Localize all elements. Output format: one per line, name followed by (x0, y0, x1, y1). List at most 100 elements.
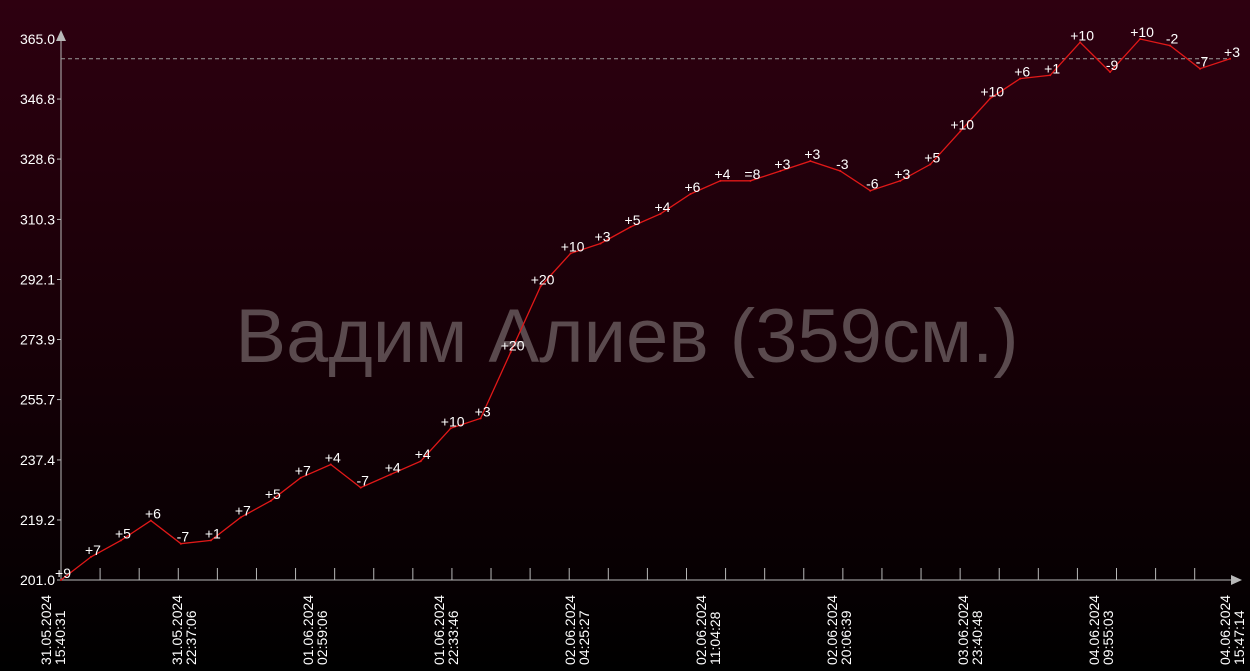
data-label: +3 (595, 229, 611, 245)
plot-area (60, 38, 1231, 581)
x-tick-time: 15:40:31 (52, 610, 68, 665)
data-point (419, 460, 422, 463)
data-label: +4 (655, 199, 671, 215)
data-label: +6 (1014, 64, 1030, 80)
data-point (839, 169, 842, 172)
data-label: +1 (205, 525, 221, 541)
data-label: +4 (385, 459, 401, 475)
data-point (269, 499, 272, 502)
data-point (689, 193, 692, 196)
x-axis-arrow (1231, 575, 1242, 585)
data-point (869, 189, 872, 192)
data-point (119, 539, 122, 542)
data-label: +10 (1130, 24, 1154, 40)
data-label: +1 (1044, 60, 1060, 76)
data-label: +4 (714, 166, 730, 182)
y-axis-arrow (56, 30, 66, 41)
x-tick-date: 01.06.2024 (431, 595, 447, 665)
data-point (1169, 44, 1172, 47)
x-tick-date: 01.06.2024 (300, 595, 316, 665)
data-label: +5 (625, 212, 641, 228)
data-point (179, 542, 182, 545)
data-label: +9 (55, 565, 71, 581)
data-label: +5 (924, 149, 940, 165)
data-point (809, 160, 812, 163)
y-tick-label: 310.3 (20, 211, 55, 227)
data-point (899, 179, 902, 182)
x-tick-time: 09:55:03 (1100, 610, 1116, 665)
data-point (149, 519, 152, 522)
x-tick-date: 03.06.2024 (955, 595, 971, 665)
data-point (299, 476, 302, 479)
data-label: +10 (1070, 27, 1094, 43)
chart-title: Вадим Алиев (359см.) (235, 294, 1018, 379)
x-tick-date: 31.05.2024 (38, 595, 54, 665)
y-tick-label: 365.0 (20, 31, 55, 47)
x-tick-time: 02:59:06 (314, 610, 330, 665)
data-point (449, 427, 452, 430)
x-tick-date: 02.06.2024 (693, 595, 709, 665)
data-point (929, 163, 932, 166)
data-point (89, 555, 92, 558)
data-point (569, 252, 572, 255)
data-label: +20 (531, 271, 555, 287)
data-label: -7 (177, 529, 190, 545)
x-tick-date: 31.05.2024 (169, 595, 185, 665)
data-label: +7 (85, 542, 101, 558)
data-label: =8 (744, 166, 760, 182)
data-point (1199, 67, 1202, 70)
data-point (1079, 41, 1082, 44)
data-point (359, 486, 362, 489)
data-label: +10 (950, 116, 974, 132)
y-tick-label: 328.6 (20, 151, 55, 167)
data-label: +6 (145, 506, 161, 522)
x-tick-date: 02.06.2024 (824, 595, 840, 665)
data-label: -9 (1106, 57, 1119, 73)
y-tick-label: 219.2 (20, 512, 55, 528)
data-point (779, 169, 782, 172)
y-tick-label: 237.4 (20, 452, 55, 468)
data-label: -3 (836, 156, 849, 172)
data-label: +7 (295, 463, 311, 479)
data-point (719, 179, 722, 182)
x-tick-date: 04.06.2024 (1217, 595, 1233, 665)
data-point (539, 285, 542, 288)
data-point (1109, 70, 1112, 73)
data-point (1139, 38, 1142, 40)
data-label: +10 (441, 413, 465, 429)
data-point (1049, 74, 1052, 77)
data-point (989, 97, 992, 100)
data-point (239, 516, 242, 519)
data-label: +7 (235, 502, 251, 518)
x-tick-time: 04:25:27 (576, 610, 592, 665)
data-point (329, 463, 332, 466)
data-label: -6 (866, 176, 879, 192)
data-label: -2 (1166, 31, 1179, 47)
data-point (599, 242, 602, 245)
data-point (509, 351, 512, 354)
data-label: +3 (804, 146, 820, 162)
y-tick-label: 201.0 (20, 572, 55, 588)
data-point (659, 212, 662, 215)
axes: 201.0 219.2 237.4 255.7 273.9 292.1 310.3 328.6… (20, 30, 1247, 665)
x-tick-date: 02.06.2024 (562, 595, 578, 665)
data-point (749, 179, 752, 182)
data-label: +4 (325, 450, 341, 466)
data-label: +20 (501, 337, 525, 353)
data-point (959, 130, 962, 133)
data-label: +3 (894, 166, 910, 182)
data-point (1019, 77, 1022, 80)
data-point (479, 417, 482, 420)
data-label: +3 (475, 403, 491, 419)
data-label: +10 (980, 83, 1004, 99)
data-label: +4 (415, 446, 431, 462)
x-tick-time: 15:47:14 (1231, 610, 1247, 665)
